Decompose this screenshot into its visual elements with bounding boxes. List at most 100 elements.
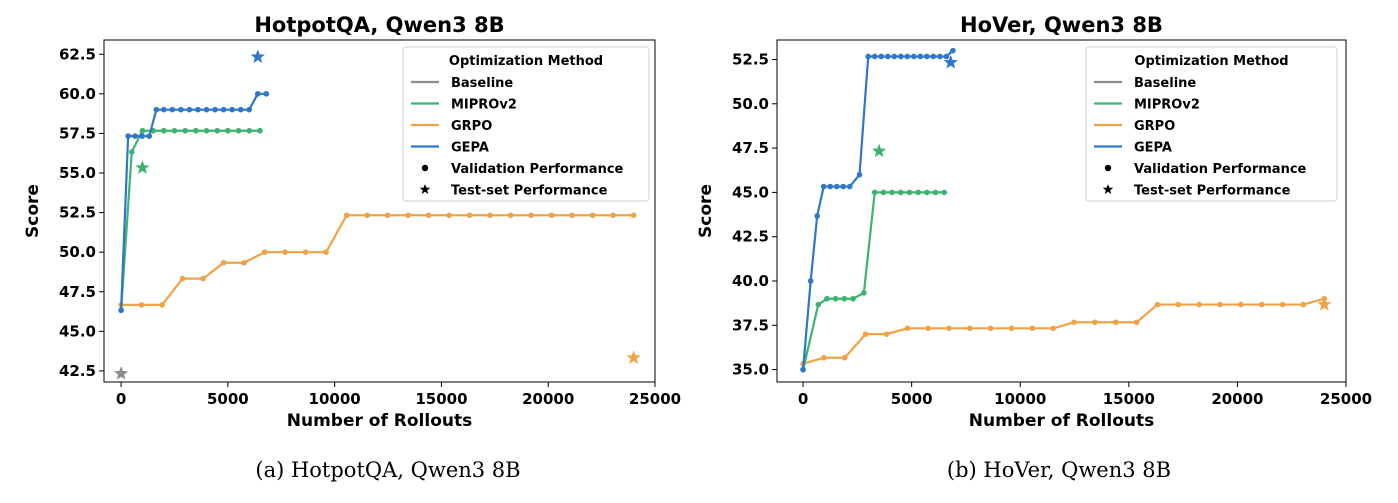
- validation-point-gepa: [930, 53, 937, 60]
- validation-point-miprov2: [889, 189, 895, 196]
- test-star-gepa: [250, 49, 265, 64]
- validation-point-grpo: [987, 325, 994, 332]
- series-line-grpo: [121, 214, 634, 306]
- validation-point-grpo: [841, 354, 848, 361]
- validation-point-gepa: [212, 106, 218, 113]
- caption-hotpotqa: (a) HotpotQA, Qwen3 8B: [255, 458, 520, 482]
- y-tick-label: 47.5: [732, 139, 769, 157]
- validation-point-miprov2: [246, 127, 253, 134]
- test-star-grpo: [1317, 297, 1332, 311]
- validation-point-grpo: [1154, 301, 1161, 308]
- x-axis-label: Number of Rollouts: [287, 411, 473, 431]
- validation-point-gepa: [846, 183, 853, 190]
- validation-point-gepa: [125, 133, 131, 139]
- validation-point-grpo: [323, 249, 329, 255]
- validation-point-gepa: [237, 106, 244, 113]
- test-star-miprov2: [871, 143, 887, 158]
- x-tick-label: 20000: [1211, 390, 1263, 408]
- y-axis-label: Score: [696, 184, 716, 238]
- y-tick-label: 55.0: [59, 164, 96, 182]
- y-tick-label: 40.0: [732, 272, 769, 290]
- legend-swatch-star: [419, 184, 431, 194]
- test-star-miprov2: [135, 160, 150, 174]
- validation-point-grpo: [1092, 319, 1098, 326]
- validation-point-grpo: [1279, 301, 1286, 308]
- legend-label: GRPO: [1134, 119, 1175, 134]
- x-axis-label: Number of Rollouts: [969, 411, 1155, 431]
- validation-point-miprov2: [182, 127, 188, 134]
- validation-point-miprov2: [941, 189, 948, 196]
- plot-frame: [103, 39, 656, 383]
- validation-point-gepa: [950, 47, 956, 54]
- validation-point-gepa: [807, 278, 814, 284]
- x-tick-label: 10000: [309, 390, 361, 408]
- x-tick-label: 15000: [415, 390, 467, 408]
- legend-label: GEPA: [1134, 141, 1172, 156]
- validation-point-miprov2: [171, 127, 178, 134]
- caption-hover: (b) HoVer, Qwen3 8B: [947, 458, 1171, 482]
- validation-point-grpo: [425, 212, 432, 219]
- legend-box: [402, 46, 650, 202]
- validation-point-grpo: [138, 302, 145, 308]
- validation-point-gepa: [904, 53, 911, 60]
- x-tick-label: 20000: [522, 390, 574, 408]
- validation-point-miprov2: [906, 189, 913, 196]
- validation-point-grpo: [446, 212, 452, 219]
- validation-point-gepa: [943, 53, 950, 60]
- validation-point-gepa: [865, 53, 872, 60]
- validation-point-gepa: [820, 183, 827, 190]
- validation-point-gepa: [911, 53, 917, 60]
- plot-frame: [776, 39, 1347, 383]
- validation-point-gepa: [814, 213, 820, 219]
- y-tick-label: 45.0: [59, 322, 96, 340]
- validation-point-grpo: [241, 259, 247, 266]
- x-tick-label: 5000: [207, 390, 249, 408]
- validation-point-gepa: [160, 106, 167, 113]
- chart-title: HotpotQA, Qwen3 8B: [254, 13, 504, 37]
- validation-point-gepa: [229, 106, 235, 113]
- y-tick-label: 62.5: [59, 45, 96, 63]
- validation-point-gepa: [871, 53, 878, 60]
- validation-point-gepa: [169, 106, 176, 113]
- y-tick-label: 52.5: [732, 50, 769, 68]
- validation-point-gepa: [884, 53, 891, 60]
- validation-point-miprov2: [915, 189, 921, 196]
- validation-point-grpo: [159, 302, 165, 308]
- y-tick-label: 47.5: [59, 283, 96, 301]
- x-tick-label: 15000: [1103, 390, 1155, 408]
- y-axis-label: Score: [23, 184, 43, 238]
- validation-point-miprov2: [824, 295, 830, 302]
- validation-point-gepa: [937, 53, 943, 60]
- legend-swatch-star: [1102, 184, 1114, 194]
- validation-point-miprov2: [815, 301, 822, 308]
- validation-point-grpo: [946, 325, 952, 332]
- validation-point-grpo: [261, 249, 268, 255]
- y-tick-label: 37.5: [732, 316, 769, 334]
- legend: Optimization Method Baseline MIPROv2 GRPO GE…: [1085, 46, 1338, 202]
- legend-box: [1085, 46, 1338, 202]
- x-tick-label: 0: [798, 390, 808, 408]
- validation-point-miprov2: [897, 189, 904, 196]
- validation-point-miprov2: [235, 127, 242, 134]
- validation-point-grpo: [548, 212, 555, 219]
- validation-point-miprov2: [880, 189, 887, 196]
- legend-label: Validation Performance: [1134, 162, 1307, 177]
- validation-point-grpo: [1112, 319, 1119, 326]
- validation-point-gepa: [146, 133, 153, 139]
- x-tick-label: 10000: [994, 390, 1046, 408]
- x-tick-label: 25000: [1320, 390, 1372, 408]
- validation-point-grpo: [302, 249, 309, 255]
- y-tick-label: 50.0: [732, 95, 769, 113]
- validation-point-grpo: [1300, 301, 1307, 308]
- validation-point-grpo: [862, 331, 869, 337]
- legend-label: GEPA: [451, 141, 489, 156]
- validation-point-grpo: [610, 212, 616, 219]
- legend-label: Baseline: [451, 76, 513, 91]
- validation-point-grpo: [1175, 301, 1182, 308]
- chart-hover: HoVer, Qwen3 8B 0 5000 10000 15000 20000 25000…: [696, 13, 1372, 431]
- validation-point-gepa: [840, 183, 847, 190]
- validation-point-grpo: [1050, 325, 1057, 332]
- validation-point-gepa: [139, 133, 146, 139]
- y-tick-label: 60.0: [59, 85, 96, 103]
